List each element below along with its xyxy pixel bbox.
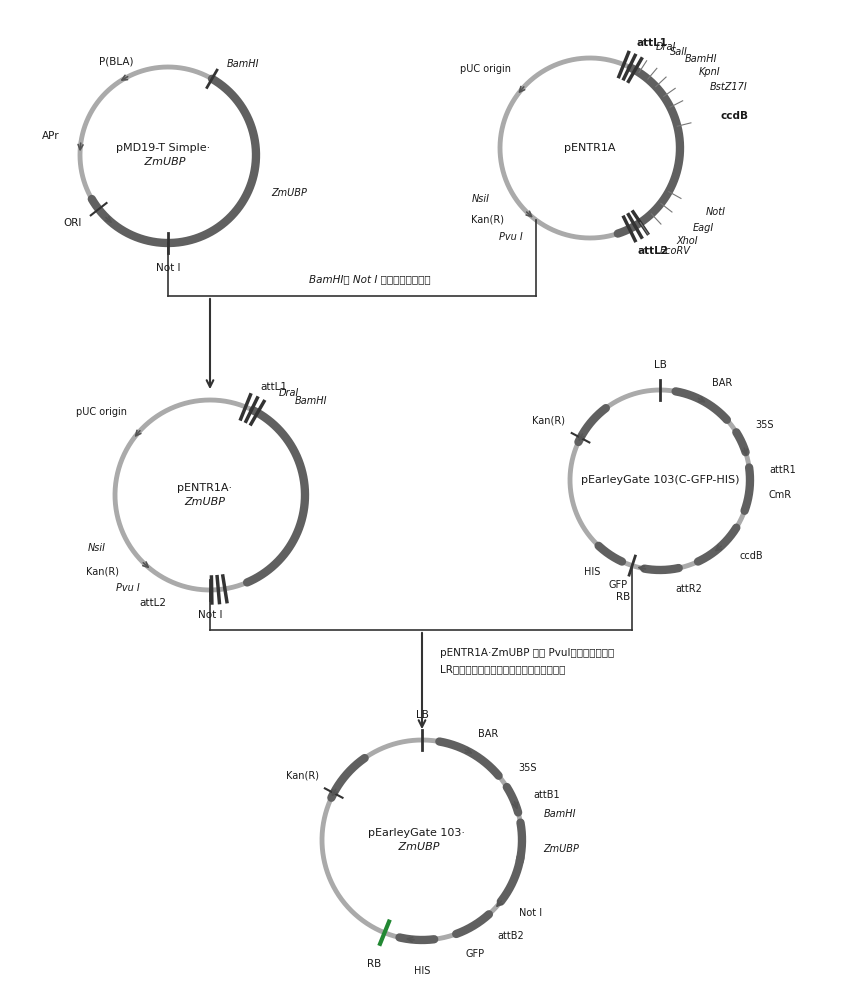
- Text: NsiI: NsiI: [88, 543, 106, 553]
- Text: DraI: DraI: [655, 42, 676, 52]
- Text: RB: RB: [367, 959, 381, 969]
- Text: attB1: attB1: [533, 790, 560, 800]
- Text: pENTR1A: pENTR1A: [565, 143, 616, 153]
- Text: Not I: Not I: [519, 908, 543, 918]
- Text: BamHI: BamHI: [227, 59, 259, 69]
- Text: EagI: EagI: [692, 223, 714, 233]
- Text: attL2: attL2: [139, 598, 166, 608]
- Text: CmR: CmR: [769, 490, 792, 500]
- Text: Pvu I: Pvu I: [116, 583, 139, 593]
- Text: Kan(R): Kan(R): [471, 215, 504, 225]
- Text: Not I: Not I: [156, 263, 181, 273]
- Text: ccdB: ccdB: [720, 111, 748, 121]
- Text: 35S: 35S: [518, 763, 536, 773]
- Text: Pvu I: Pvu I: [499, 232, 522, 242]
- Text: ZmUBP: ZmUBP: [272, 188, 307, 198]
- Text: ZmUBP: ZmUBP: [544, 844, 580, 854]
- Text: Kan(R): Kan(R): [86, 566, 119, 576]
- Text: XhoI: XhoI: [677, 236, 698, 246]
- Text: pUC origin: pUC origin: [460, 64, 511, 74]
- Text: RB: RB: [616, 592, 630, 602]
- Text: GFP: GFP: [609, 580, 628, 590]
- Text: BstZ17I: BstZ17I: [710, 82, 747, 92]
- Text: ZmUBP: ZmUBP: [185, 497, 225, 507]
- Text: Not I: Not I: [197, 610, 222, 620]
- Text: attL2: attL2: [638, 246, 669, 256]
- Text: attB2: attB2: [497, 931, 524, 941]
- Text: attR2: attR2: [675, 584, 702, 594]
- Text: NotI: NotI: [706, 207, 726, 217]
- Text: pENTR1A·: pENTR1A·: [177, 483, 233, 493]
- Text: EcoRV: EcoRV: [659, 246, 690, 256]
- Text: pMD19-T Simple·: pMD19-T Simple·: [116, 143, 210, 153]
- Text: ccdB: ccdB: [739, 551, 763, 561]
- Text: Kan(R): Kan(R): [285, 770, 318, 780]
- Text: pEarleyGate 103·: pEarleyGate 103·: [369, 828, 466, 838]
- Text: BAR: BAR: [479, 729, 499, 739]
- Text: Kan(R): Kan(R): [532, 416, 565, 426]
- Text: BamHI: BamHI: [295, 396, 327, 406]
- Text: attL1: attL1: [636, 38, 668, 48]
- Text: pEarleyGate 103(C-GFP-HIS): pEarleyGate 103(C-GFP-HIS): [581, 475, 739, 485]
- Text: BamHI与 Not I 双酶切，连接转化: BamHI与 Not I 双酶切，连接转化: [309, 274, 430, 284]
- Text: APr: APr: [42, 131, 60, 141]
- Text: ZmUBP: ZmUBP: [395, 842, 439, 852]
- Text: pENTR1A·ZmUBP 质粒 PvuI单酶切线性化，: pENTR1A·ZmUBP 质粒 PvuI单酶切线性化，: [440, 648, 614, 658]
- Text: BamHI: BamHI: [685, 54, 717, 64]
- Text: DraI: DraI: [279, 388, 299, 398]
- Text: LB: LB: [653, 360, 667, 370]
- Text: LR重组反应，连接转化，获得阳性表达载体: LR重组反应，连接转化，获得阳性表达载体: [440, 664, 565, 674]
- Text: HIS: HIS: [414, 966, 430, 976]
- Text: GFP: GFP: [466, 949, 484, 959]
- Text: P(BLA): P(BLA): [99, 57, 133, 67]
- Text: BAR: BAR: [711, 378, 732, 388]
- Text: LB: LB: [415, 710, 429, 720]
- Text: attR1: attR1: [770, 465, 797, 475]
- Text: 35S: 35S: [755, 420, 774, 430]
- Text: BamHI: BamHI: [544, 809, 576, 819]
- Text: KpnI: KpnI: [699, 67, 721, 77]
- Text: SalI: SalI: [670, 47, 688, 57]
- Text: NsiI: NsiI: [472, 194, 490, 204]
- Text: pUC origin: pUC origin: [76, 407, 127, 417]
- Text: ORI: ORI: [63, 218, 81, 228]
- Text: HIS: HIS: [584, 567, 600, 577]
- Text: attL1: attL1: [261, 382, 288, 392]
- Text: ZmUBP: ZmUBP: [141, 157, 185, 167]
